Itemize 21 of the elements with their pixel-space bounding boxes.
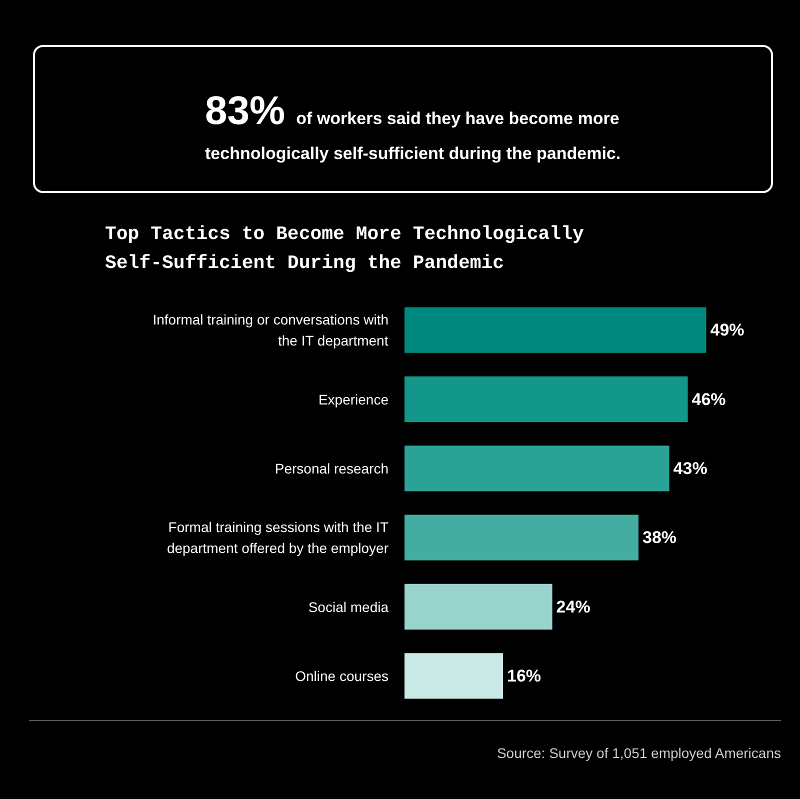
- data-label: 24%: [556, 597, 590, 616]
- y-tick-label: Social media: [308, 598, 389, 615]
- data-label: 38%: [642, 528, 677, 548]
- y-tick-label: Formal training sessions with the IT department offered by the employer: [166, 519, 389, 556]
- data-label: 16%: [507, 666, 542, 686]
- chart-title: Top Tactics to Become More Technologically Self-Sufficient During the Pandemic: [104, 222, 585, 276]
- data-label: 43%: [673, 458, 708, 478]
- source-note: Source: Survey of 1,051 employed Americans: [29, 720, 781, 763]
- bar: [404, 653, 504, 699]
- bar: [404, 514, 638, 560]
- data-label: 46%: [692, 390, 726, 409]
- y-tick-label: Personal research: [274, 460, 389, 476]
- bar: [404, 376, 688, 422]
- bar: [404, 307, 706, 353]
- bar: [404, 446, 670, 492]
- text: 83% of workers said they have become more technologically self-sufficient during the pandemic.: [33, 45, 773, 193]
- y-tick-label: Informal training or conversations with the IT department: [152, 312, 389, 348]
- y-tick-label: Experience: [318, 391, 389, 408]
- data-label: 49%: [710, 320, 744, 340]
- y-tick-label: Online courses: [295, 668, 389, 684]
- bar: [404, 584, 552, 630]
